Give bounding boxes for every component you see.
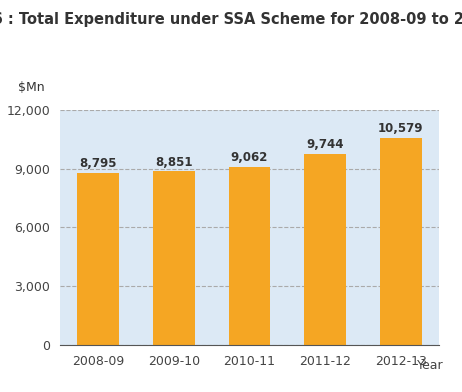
Text: Year: Year bbox=[417, 359, 444, 372]
Bar bbox=[153, 171, 195, 345]
Text: 8,851: 8,851 bbox=[155, 156, 193, 169]
Text: 10,579: 10,579 bbox=[378, 122, 424, 135]
Text: 9,062: 9,062 bbox=[231, 151, 268, 164]
Bar bbox=[229, 167, 270, 345]
Bar bbox=[304, 154, 346, 345]
Text: 8,795: 8,795 bbox=[79, 157, 117, 170]
Bar bbox=[77, 172, 119, 345]
Text: $Mn: $Mn bbox=[18, 81, 45, 94]
Text: 9,744: 9,744 bbox=[306, 138, 344, 151]
Bar bbox=[380, 138, 422, 345]
Text: Chart 6 : Total Expenditure under SSA Scheme for 2008-09 to 2012-13: Chart 6 : Total Expenditure under SSA Sc… bbox=[0, 12, 462, 27]
